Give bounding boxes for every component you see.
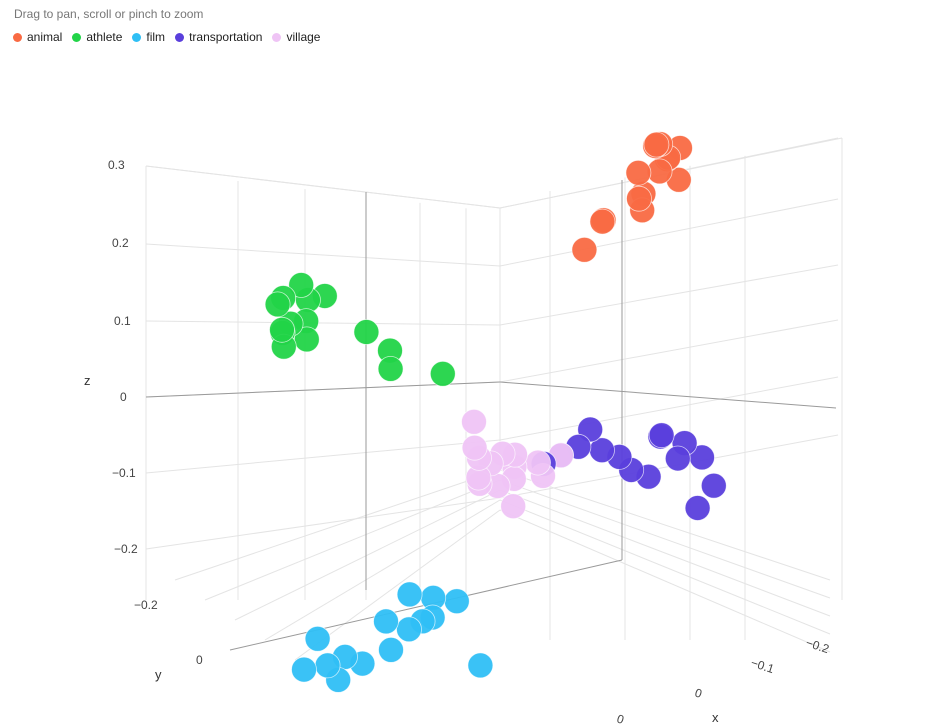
legend-marker <box>13 32 22 42</box>
data-point-animal[interactable] <box>571 236 598 263</box>
legend-item-animal[interactable]: animal <box>13 30 62 44</box>
data-point-transportation[interactable] <box>664 445 691 472</box>
x-axis-title: x <box>712 710 719 724</box>
data-point-athlete[interactable] <box>353 319 380 345</box>
z-tick-label: 0.1 <box>114 314 131 328</box>
data-point-athlete[interactable] <box>264 291 291 318</box>
data-point-athlete[interactable] <box>429 360 456 387</box>
x-tick-label: 0 <box>615 712 626 724</box>
tick-label-layer: 0.3 0.2 0.1 0 −0.1 −0.2 −0.2 0 −0.2 −0.1 0 0 z y x <box>84 158 831 724</box>
zero-axis-line <box>499 381 837 409</box>
data-point-village[interactable] <box>461 408 487 435</box>
data-point-film[interactable] <box>443 588 470 615</box>
z-gridline <box>145 439 501 474</box>
z-gridline <box>499 264 839 326</box>
data-point-film[interactable] <box>291 656 317 683</box>
interaction-hint: Drag to pan, scroll or pinch to zoom <box>14 7 204 21</box>
legend-label: athlete <box>86 30 123 44</box>
floor-gridline <box>499 479 831 599</box>
x-tick-label: −0.1 <box>749 656 776 677</box>
data-point-film[interactable] <box>467 652 494 679</box>
data-point-transportation[interactable] <box>648 422 675 449</box>
box-edge <box>145 165 501 209</box>
data-point-layer[interactable] <box>264 131 727 693</box>
z-tick-label: 0.3 <box>108 158 125 172</box>
legend-item-village[interactable]: village <box>272 30 320 44</box>
data-point-film[interactable] <box>378 637 404 663</box>
legend-label: transportation <box>189 30 263 44</box>
x-tick-label: −0.2 <box>804 636 831 657</box>
floor-gridline <box>204 479 501 601</box>
legend-item-transportation[interactable]: transportation <box>175 30 262 44</box>
legend-marker <box>132 32 142 42</box>
data-point-animal[interactable] <box>626 185 652 212</box>
chart-legend: animal athlete film transportation village <box>13 30 330 44</box>
y-tick-label: −0.2 <box>134 598 158 612</box>
data-point-film[interactable] <box>373 608 399 635</box>
data-point-film[interactable] <box>396 616 422 643</box>
legend-marker <box>175 32 185 42</box>
floor-gridline <box>499 499 831 635</box>
z-tick-label: 0.2 <box>112 236 129 250</box>
legend-label: film <box>146 30 166 44</box>
floor-gridline <box>264 499 501 641</box>
z-tick-label: −0.1 <box>112 466 136 480</box>
data-point-athlete[interactable] <box>377 355 404 382</box>
x-tick-label: 0 <box>693 686 704 701</box>
data-point-animal[interactable] <box>589 208 616 235</box>
floor-gridline <box>499 489 831 617</box>
z-tick-label: 0 <box>120 390 127 404</box>
data-point-film[interactable] <box>304 625 331 652</box>
legend-marker <box>272 32 282 42</box>
z-gridline <box>499 319 839 383</box>
y-tick-label: 0 <box>196 653 203 667</box>
data-point-village[interactable] <box>525 449 551 476</box>
floor-gridline <box>174 469 501 581</box>
legend-item-athlete[interactable]: athlete <box>72 30 122 44</box>
data-point-athlete[interactable] <box>288 272 315 298</box>
legend-marker <box>72 32 82 42</box>
z-tick-label: −0.2 <box>114 542 138 556</box>
legend-label: animal <box>27 30 63 44</box>
z-axis-title: z <box>84 373 91 388</box>
legend-item-film[interactable]: film <box>132 30 165 44</box>
y-axis-title: y <box>155 667 162 682</box>
data-point-film[interactable] <box>314 652 341 679</box>
floor-gridline <box>234 489 501 621</box>
data-point-athlete[interactable] <box>269 316 295 343</box>
data-point-animal[interactable] <box>625 159 652 186</box>
data-point-film[interactable] <box>396 581 423 608</box>
data-point-village[interactable] <box>500 493 527 520</box>
floor-gridline <box>499 509 831 653</box>
grid-layer <box>145 137 843 661</box>
floor-gridline <box>499 469 831 581</box>
z-gridline <box>499 198 839 267</box>
z-gridline <box>145 320 501 326</box>
z-gridline <box>499 376 839 441</box>
data-point-village[interactable] <box>461 434 488 461</box>
legend-label: village <box>286 30 321 44</box>
data-point-transportation[interactable] <box>684 495 711 521</box>
z-gridline <box>145 497 501 550</box>
data-point-animal[interactable] <box>643 131 670 158</box>
data-point-transportation[interactable] <box>700 472 727 499</box>
z-gridline <box>145 243 501 267</box>
